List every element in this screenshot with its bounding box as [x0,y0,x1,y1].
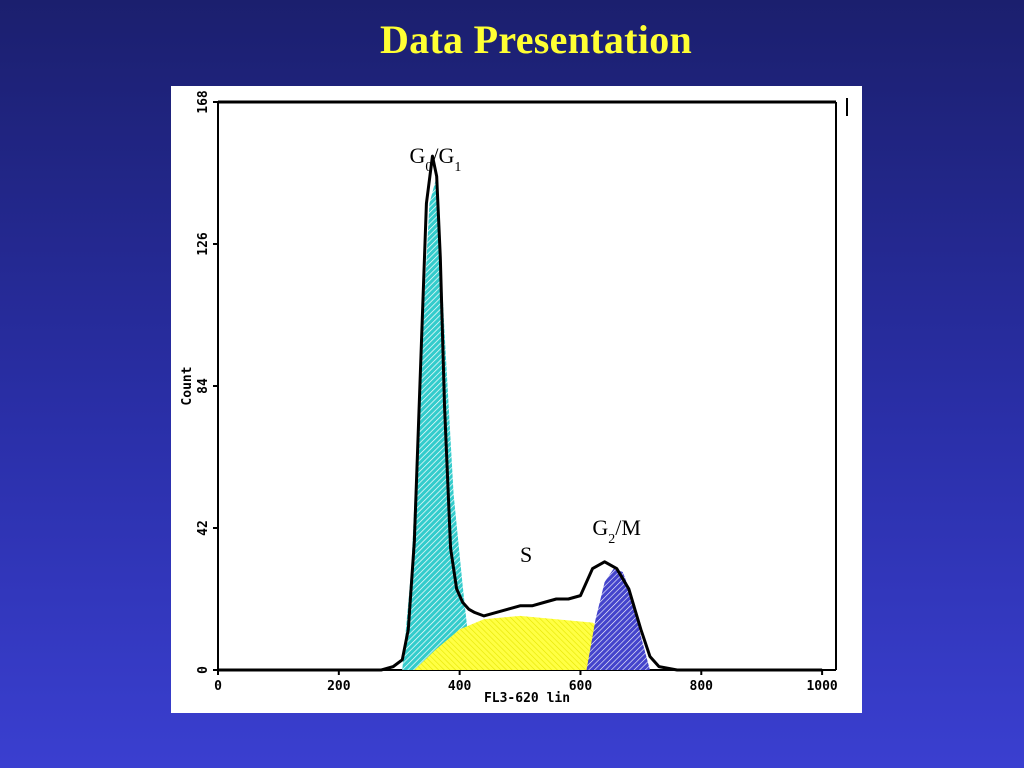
component-area-g0-g1 [402,176,472,670]
histogram-chart: 0 200 400 600 800 1000 0 42 84 126 168 FL3-620 lin… [180,90,848,706]
x-tick-label: 200 [327,679,351,694]
peak-label: G2/M [592,515,641,547]
x-tick-label: 600 [569,679,593,694]
histogram-line [218,154,823,672]
y-axis-label: Count [180,366,195,405]
component-area-g2-m [586,568,650,670]
x-tick-label: 400 [448,679,472,694]
y-tick-label: 126 [196,232,211,256]
slide-title: Data Presentation [379,17,693,62]
component-area-s [414,615,641,670]
y-tick-label: 84 [196,378,211,394]
x-tick-label: 1000 [806,679,837,694]
y-tick-label: 0 [196,666,211,674]
peak-label: S [520,542,532,567]
histogram-panel: 0 200 400 600 800 1000 0 42 84 126 168 FL3-620 lin… [171,86,862,713]
x-tick-label: 800 [690,679,714,694]
y-tick-label: 42 [196,520,211,536]
x-axis-label: FL3-620 lin [484,691,570,706]
x-tick-label: 0 [214,679,222,694]
peak-label: G0/G1 [410,143,462,175]
y-tick-label: 168 [196,90,211,114]
